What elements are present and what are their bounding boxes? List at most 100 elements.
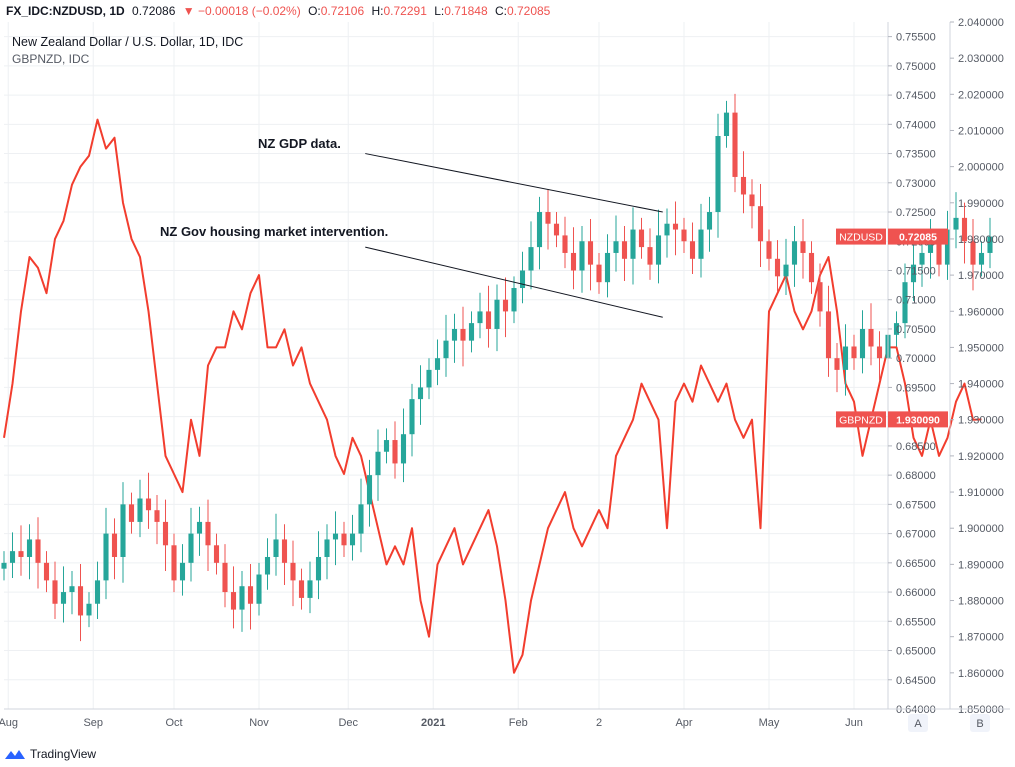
candle-body bbox=[349, 533, 356, 546]
candle-body bbox=[196, 521, 203, 534]
gbpnzd-line-group bbox=[3, 118, 982, 674]
candle-body bbox=[383, 440, 390, 452]
candle-body bbox=[987, 236, 993, 253]
axis-a-button[interactable] bbox=[908, 714, 928, 732]
candle-body bbox=[536, 212, 543, 248]
time-axis-label: Oct bbox=[165, 717, 182, 729]
price-axis-a[interactable]: 0.64000 0.64500 0.65000 0.65500 0.66000 0.665… bbox=[887, 22, 936, 716]
candle-body bbox=[528, 247, 534, 271]
price-chart[interactable]: NZ GDP data. NZ Gov housing market interv… bbox=[0, 0, 1015, 740]
axis-a-tick-label: 0.66000 bbox=[896, 587, 936, 599]
candle-body bbox=[800, 241, 806, 253]
candle-body bbox=[77, 586, 84, 616]
last-price: 0.72086 bbox=[132, 4, 176, 18]
candle-body bbox=[477, 311, 483, 324]
candle-body bbox=[876, 346, 883, 359]
axis-b-tick-label: 1.860000 bbox=[958, 668, 1004, 680]
time-axis[interactable]: Aug Sep Oct Nov Dec 2021 Feb 2 Apr May Jun A B bbox=[0, 708, 1010, 732]
axis-a-tick-label: 0.74500 bbox=[896, 90, 936, 102]
axis-a-tick-label: 0.66500 bbox=[896, 558, 936, 570]
axis-b-tick-label: 1.880000 bbox=[958, 596, 1004, 608]
candle-body bbox=[655, 235, 662, 265]
candle-body bbox=[341, 533, 347, 546]
candle-body bbox=[273, 539, 279, 557]
candle-body bbox=[94, 580, 101, 604]
candle-body bbox=[86, 603, 92, 616]
candle-body bbox=[154, 510, 160, 522]
legend-compare[interactable]: GBPNZD, IDC bbox=[12, 52, 90, 66]
axis-b-tick-label: 1.980000 bbox=[958, 234, 1004, 246]
candle-body bbox=[26, 539, 33, 557]
candle-body bbox=[740, 176, 747, 195]
axis-a-tick-label: 0.70000 bbox=[896, 353, 936, 365]
candle-body bbox=[69, 586, 75, 593]
candle-body bbox=[358, 504, 364, 534]
nzdusd-candles bbox=[1, 93, 993, 642]
candle-body bbox=[893, 323, 900, 335]
close-value: 0.72085 bbox=[506, 4, 551, 18]
axis-a-tick-label: 0.65500 bbox=[896, 616, 936, 628]
annotation-label: NZ GDP data. bbox=[258, 136, 341, 151]
price-change: ▼ −0.00018 (−0.02%) bbox=[182, 4, 301, 18]
candle-body bbox=[672, 223, 679, 230]
candle-body bbox=[681, 229, 687, 242]
candle-body bbox=[18, 551, 24, 557]
candle-body bbox=[638, 229, 645, 248]
candle-body bbox=[919, 252, 925, 265]
candle-body bbox=[732, 112, 738, 177]
axis-a-tick-label: 0.65000 bbox=[896, 646, 936, 658]
time-axis-label: Aug bbox=[0, 717, 18, 729]
candle-body bbox=[859, 328, 866, 359]
gbpnzd-value-tag-text: 1.930090 bbox=[896, 414, 940, 426]
candle-body bbox=[825, 311, 832, 359]
candle-body bbox=[978, 252, 985, 265]
candle-body bbox=[443, 340, 449, 359]
candle-body bbox=[511, 288, 517, 312]
axis-b-tick-label: 2.000000 bbox=[958, 162, 1004, 174]
axis-b-tick-label: 1.850000 bbox=[958, 704, 1004, 716]
gbpnzd-name-tag bbox=[836, 411, 886, 428]
candle-body bbox=[1, 562, 7, 569]
candle-body bbox=[417, 387, 424, 400]
candle-body bbox=[188, 533, 194, 563]
axis-a-tick-label: 0.73500 bbox=[896, 149, 936, 161]
axis-a-tick-label: 0.71000 bbox=[896, 295, 936, 307]
candle-body bbox=[375, 451, 381, 476]
candle-body bbox=[434, 358, 441, 370]
symbol-name[interactable]: FX_IDC:NZDUSD, 1D bbox=[6, 4, 125, 18]
candle-body bbox=[52, 580, 58, 604]
gbpnzd-line bbox=[3, 118, 982, 674]
candle-body bbox=[817, 282, 823, 312]
candle-body bbox=[553, 223, 560, 236]
candle-body bbox=[290, 562, 296, 581]
footer-brand[interactable]: TradingView bbox=[4, 744, 96, 764]
candle-body bbox=[128, 504, 135, 522]
candle-body bbox=[502, 299, 509, 312]
axis-b-tick-label: 2.030000 bbox=[958, 53, 1004, 65]
candle-body bbox=[749, 194, 755, 207]
axis-b-button[interactable] bbox=[970, 714, 990, 732]
legend-main[interactable]: New Zealand Dollar / U.S. Dollar, 1D, ID… bbox=[12, 35, 243, 49]
candle-body bbox=[664, 223, 670, 236]
axis-a-tick-label: 0.67500 bbox=[896, 499, 936, 511]
tradingview-logo-icon bbox=[5, 750, 25, 759]
candle-body bbox=[783, 264, 789, 277]
candle-body bbox=[60, 592, 67, 604]
candle-body bbox=[171, 545, 177, 581]
axis-b-tick-label: 1.950000 bbox=[958, 342, 1004, 354]
annotation-label: NZ Gov housing market intervention. bbox=[160, 224, 388, 239]
nzdusd-name-tag bbox=[836, 228, 886, 245]
axis-b-tick-label: 1.960000 bbox=[958, 306, 1004, 318]
axis-b-tick-label: 1.910000 bbox=[958, 487, 1004, 499]
candle-body bbox=[494, 299, 500, 329]
candle-body bbox=[613, 241, 619, 253]
price-axis-b[interactable]: 1.850000 1.860000 1.870000 1.880000 1.890000… bbox=[949, 17, 1004, 716]
candle-body bbox=[307, 580, 313, 598]
candle-body bbox=[757, 206, 764, 242]
time-axis-label: Jun bbox=[845, 717, 863, 729]
annotation-line bbox=[365, 246, 663, 318]
axis-a-tick-label: 0.64500 bbox=[896, 675, 936, 687]
open-label: O: bbox=[308, 4, 321, 18]
candle-body bbox=[179, 562, 186, 581]
candle-body bbox=[332, 533, 339, 540]
